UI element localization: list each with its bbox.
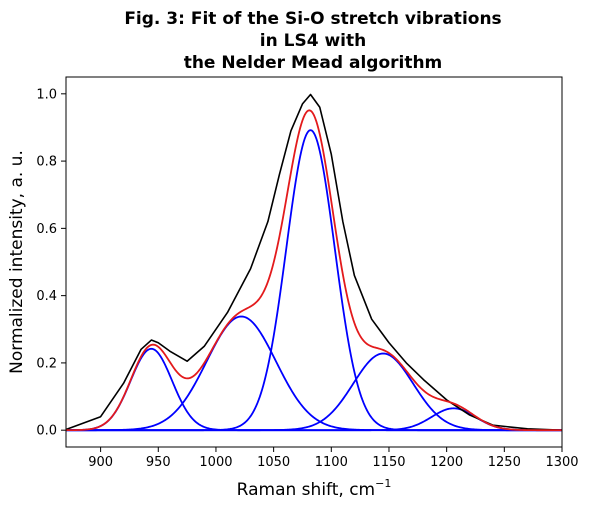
fit-curve-line	[66, 109, 562, 432]
x-tick-label: 1000	[199, 455, 232, 470]
component-curve-3	[66, 129, 562, 432]
component-curve-2	[66, 315, 562, 432]
plot-area	[65, 93, 563, 432]
chart-title: Fig. 3: Fit of the Si-O stretch vibratio…	[124, 9, 501, 73]
y-tick-label: 0.4	[36, 289, 57, 304]
chart-title-line-2: in LS4 with	[260, 31, 366, 51]
x-axis-label: Raman shift, cm−1	[237, 477, 392, 500]
y-tick-label: 0.8	[36, 155, 57, 170]
y-axis-label: Normalized intensity, a. u.	[7, 150, 27, 374]
y-tick-label: 1.0	[36, 87, 57, 102]
y-tick-label: 0.2	[36, 356, 57, 371]
x-tick-label: 1050	[257, 455, 290, 470]
x-tick-label: 1300	[545, 455, 578, 470]
x-tick-label: 1100	[315, 455, 348, 470]
x-tick-label: 1200	[430, 455, 463, 470]
y-axis-ticks: 0.0 0.2 0.4 0.6 0.8 1.0	[36, 87, 66, 439]
chart-title-line-1: Fig. 3: Fit of the Si-O stretch vibratio…	[124, 9, 501, 29]
measured-spectrum	[65, 93, 563, 431]
axes-frame	[65, 76, 563, 448]
x-tick-label: 950	[146, 455, 171, 470]
component-curve-5	[66, 407, 562, 432]
x-axis-ticks: 900 950 1000 1050 1100 1150 1200 1250 1300	[88, 447, 579, 470]
component-curves	[66, 129, 562, 432]
measured-spectrum-line	[65, 93, 563, 431]
x-tick-label: 1150	[372, 455, 405, 470]
x-tick-label: 900	[88, 455, 113, 470]
chart-title-line-3: the Nelder Mead algorithm	[184, 53, 443, 73]
x-tick-label: 1250	[488, 455, 521, 470]
y-tick-label: 0.6	[36, 222, 57, 237]
fit-curve	[66, 109, 562, 432]
y-tick-label: 0.0	[36, 424, 57, 439]
